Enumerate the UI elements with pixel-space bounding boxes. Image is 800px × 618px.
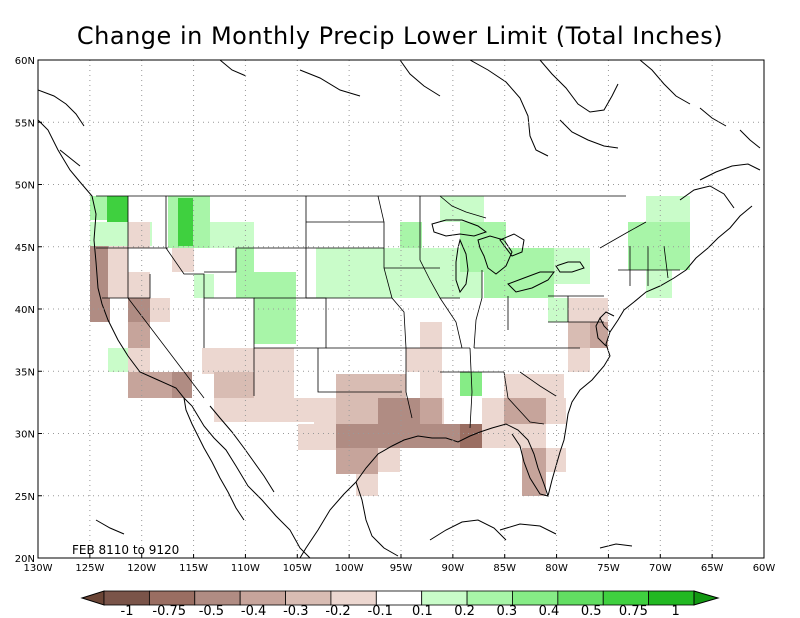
lon-tick-label: 85W bbox=[493, 563, 516, 574]
colorbar-swatch bbox=[512, 590, 559, 606]
colorbar-label: 0.2 bbox=[454, 604, 475, 618]
lat-tick-label: 60N bbox=[15, 56, 35, 67]
colorbar-label: 0.4 bbox=[539, 604, 560, 618]
lon-tick-label: 105W bbox=[283, 563, 312, 574]
lon-tick-label: 75W bbox=[597, 563, 620, 574]
colorbar-low-arrow bbox=[80, 590, 105, 606]
colorbar-label: 0.1 bbox=[412, 604, 433, 618]
colorbar-high-arrow bbox=[693, 590, 720, 606]
lon-tick-label: 65W bbox=[701, 563, 724, 574]
state-borders bbox=[96, 195, 680, 429]
lat-tick-label: 20N bbox=[15, 554, 35, 565]
colorbar-label: -0.1 bbox=[368, 604, 393, 618]
colorbar-label: 0.5 bbox=[581, 604, 602, 618]
graticule bbox=[38, 60, 764, 558]
colorbar-label: -1 bbox=[121, 604, 134, 618]
map-title: Change in Monthly Precip Lower Limit (To… bbox=[76, 22, 724, 50]
lon-tick-label: 80W bbox=[545, 563, 568, 574]
latitude-labels: 20N 25N 30N 35N 40N 45N 50N 55N 60N bbox=[15, 56, 42, 565]
colorbar-swatch bbox=[103, 590, 150, 606]
lon-tick-label: 115W bbox=[179, 563, 208, 574]
colorbar-swatch bbox=[602, 590, 650, 606]
lon-tick-label: 120W bbox=[127, 563, 156, 574]
lat-tick-label: 35N bbox=[15, 367, 35, 378]
colorbar-swatch bbox=[285, 590, 332, 606]
lat-tick-label: 30N bbox=[15, 430, 35, 441]
colorbar-label: 1 bbox=[671, 604, 679, 618]
colorbar-swatch bbox=[194, 590, 241, 606]
colorbar-swatch bbox=[557, 590, 604, 606]
coastlines bbox=[38, 60, 761, 558]
colorbar-swatch bbox=[375, 590, 423, 606]
colorbar-label: 0.75 bbox=[619, 604, 648, 618]
colorbar-swatch bbox=[330, 590, 377, 606]
colorbar-swatch bbox=[148, 590, 196, 606]
colorbar-label: -0.4 bbox=[241, 604, 266, 618]
lon-tick-label: 95W bbox=[390, 563, 413, 574]
lon-tick-label: 70W bbox=[649, 563, 672, 574]
colorbar-swatch bbox=[239, 590, 286, 606]
shaded-cells bbox=[90, 196, 690, 496]
colorbar-label: -0.75 bbox=[152, 604, 186, 618]
lat-tick-label: 55N bbox=[15, 118, 35, 129]
colorbar: -1 -0.75 -0.5 -0.4 -0.3 -0.2 -0.1 0.1 0.2 0.3 0.4 0… bbox=[80, 590, 720, 618]
lon-tick-label: 100W bbox=[335, 563, 364, 574]
colorbar-label: -0.5 bbox=[199, 604, 224, 618]
period-label: FEB 8110 to 9120 bbox=[72, 543, 179, 557]
lat-tick-label: 45N bbox=[15, 243, 35, 254]
colorbar-label: 0.3 bbox=[496, 604, 517, 618]
lat-tick-label: 50N bbox=[15, 181, 35, 192]
colorbar-label: -0.2 bbox=[325, 604, 350, 618]
lat-tick-label: 40N bbox=[15, 305, 35, 316]
colorbar-swatch bbox=[648, 590, 695, 606]
lat-tick-label: 25N bbox=[15, 492, 35, 503]
lon-tick-label: 125W bbox=[75, 563, 104, 574]
lon-tick-label: 110W bbox=[231, 563, 260, 574]
longitude-labels: 130W 125W 120W 115W 110W 105W 100W 95W 90W 85W 80W… bbox=[24, 554, 776, 574]
lon-tick-label: 90W bbox=[442, 563, 465, 574]
colorbar-swatch bbox=[421, 590, 468, 606]
colorbar-label: -0.3 bbox=[283, 604, 308, 618]
lon-tick-label: 60W bbox=[753, 563, 776, 574]
colorbar-swatch bbox=[466, 590, 513, 606]
lon-tick-label: 130W bbox=[24, 563, 53, 574]
